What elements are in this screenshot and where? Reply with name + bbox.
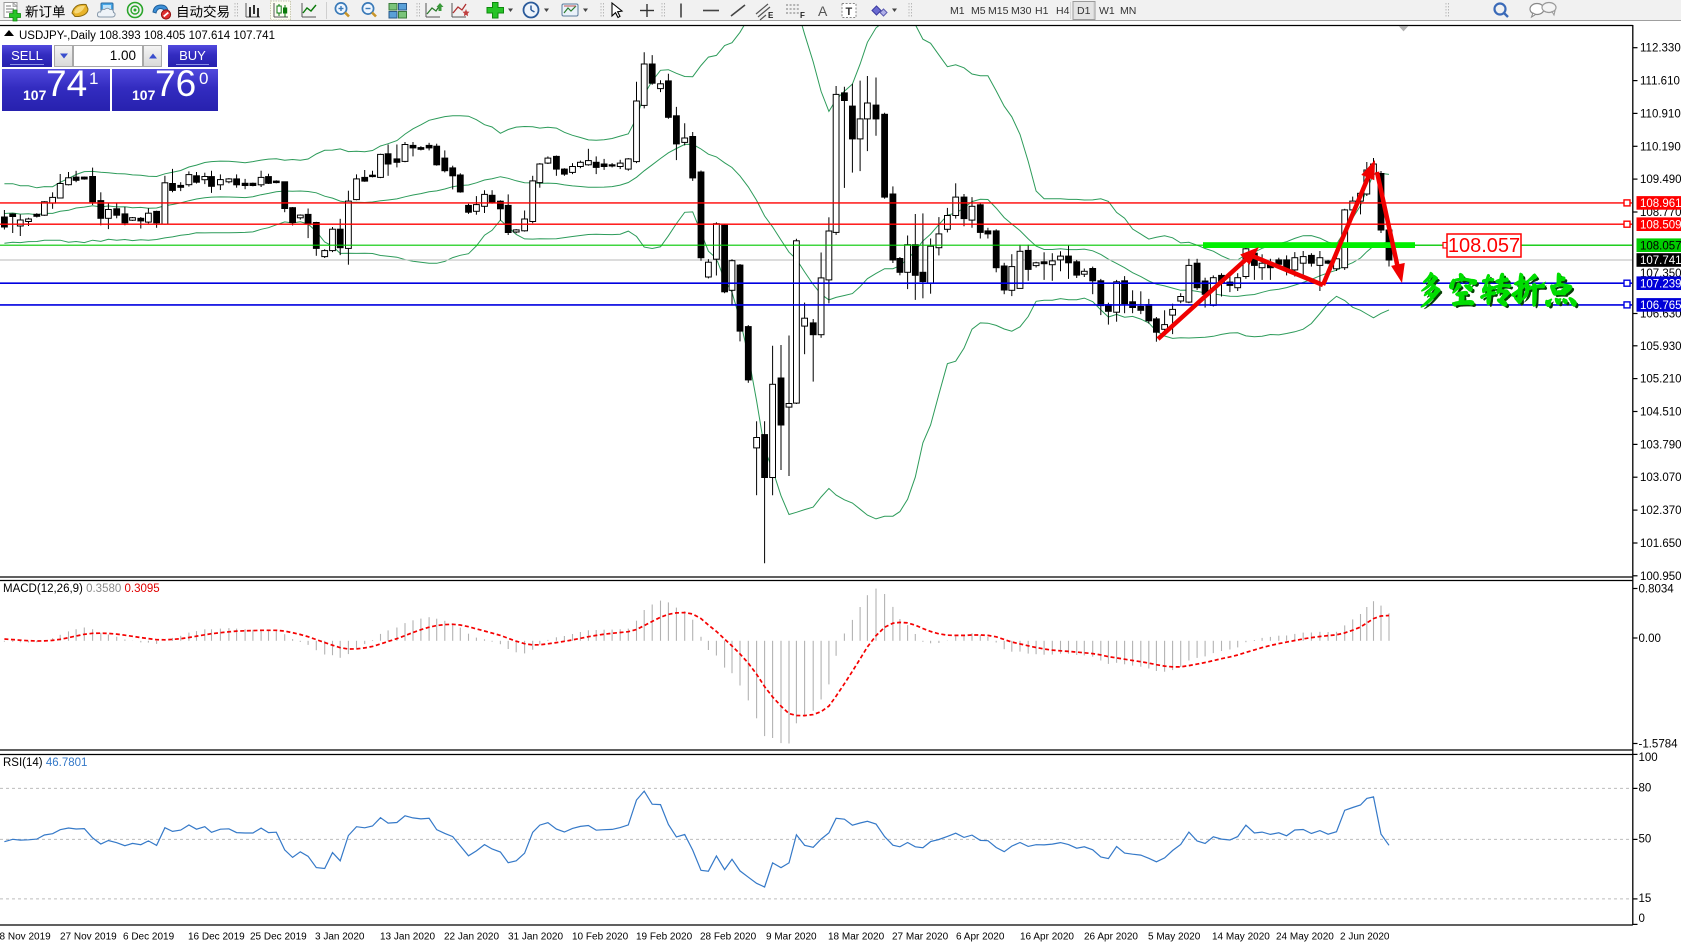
svg-text:101.650: 101.650 xyxy=(1640,538,1681,550)
svg-text:6 Apr 2020: 6 Apr 2020 xyxy=(956,932,1005,943)
svg-text:112.330: 112.330 xyxy=(1640,43,1681,55)
svg-text:14 May 2020: 14 May 2020 xyxy=(1212,932,1270,943)
svg-text:111.610: 111.610 xyxy=(1640,76,1680,88)
svg-text:50: 50 xyxy=(1639,833,1652,845)
svg-text:M1: M1 xyxy=(950,5,965,17)
svg-text:100.950: 100.950 xyxy=(1640,571,1681,583)
svg-text:5 May 2020: 5 May 2020 xyxy=(1148,932,1201,943)
svg-text:26 Apr 2020: 26 Apr 2020 xyxy=(1084,932,1138,943)
svg-text:MN: MN xyxy=(1120,5,1136,17)
svg-text:104.510: 104.510 xyxy=(1640,407,1681,419)
svg-text:6 Dec 2019: 6 Dec 2019 xyxy=(123,932,175,943)
svg-text:10 Feb 2020: 10 Feb 2020 xyxy=(572,932,629,943)
svg-text:USDJPY-,Daily 108.393 108.405: USDJPY-,Daily 108.393 108.405 107.614 10… xyxy=(19,30,275,42)
svg-text:105.930: 105.930 xyxy=(1640,341,1681,353)
svg-text:108.509: 108.509 xyxy=(1640,219,1681,231)
svg-text:19 Feb 2020: 19 Feb 2020 xyxy=(636,932,693,943)
svg-text:A: A xyxy=(818,3,828,19)
svg-text:H4: H4 xyxy=(1056,5,1070,17)
svg-text:13 Jan 2020: 13 Jan 2020 xyxy=(380,932,435,943)
svg-text:110.910: 110.910 xyxy=(1640,108,1681,120)
svg-text:MACD(12,26,9) 0.3580 0.3095: MACD(12,26,9) 0.3580 0.3095 xyxy=(3,583,160,595)
svg-text:M5: M5 xyxy=(971,5,986,17)
svg-text:D1: D1 xyxy=(1077,5,1091,17)
svg-text:108.057: 108.057 xyxy=(1448,235,1520,257)
svg-text:24 May 2020: 24 May 2020 xyxy=(1276,932,1334,943)
svg-text:RSI(14) 46.7801: RSI(14) 46.7801 xyxy=(3,757,87,769)
svg-text:-1.5784: -1.5784 xyxy=(1639,739,1679,751)
svg-text:28 Feb 2020: 28 Feb 2020 xyxy=(700,932,757,943)
svg-text:0.00: 0.00 xyxy=(1639,633,1661,645)
svg-text:F: F xyxy=(800,11,805,20)
svg-text:3 Jan 2020: 3 Jan 2020 xyxy=(315,932,365,943)
svg-text:102.370: 102.370 xyxy=(1640,505,1681,517)
svg-text:18 Mar 2020: 18 Mar 2020 xyxy=(828,932,885,943)
svg-text:103.070: 103.070 xyxy=(1640,472,1681,484)
svg-text:18 Nov 2019: 18 Nov 2019 xyxy=(0,932,51,943)
svg-text:M15: M15 xyxy=(988,5,1009,17)
svg-text:H1: H1 xyxy=(1035,5,1049,17)
svg-text:9 Mar 2020: 9 Mar 2020 xyxy=(766,932,817,943)
svg-text:E: E xyxy=(768,11,774,20)
svg-text:27 Mar 2020: 27 Mar 2020 xyxy=(892,932,949,943)
svg-text:108.770: 108.770 xyxy=(1640,207,1681,219)
svg-text:106.765: 106.765 xyxy=(1640,300,1681,312)
svg-text:109.490: 109.490 xyxy=(1640,174,1681,186)
svg-text:0.8034: 0.8034 xyxy=(1639,584,1675,596)
svg-text:105.210: 105.210 xyxy=(1640,374,1681,386)
svg-text:107.239: 107.239 xyxy=(1640,278,1681,290)
svg-text:M30: M30 xyxy=(1011,5,1032,17)
svg-text:108.961: 108.961 xyxy=(1640,198,1681,210)
svg-text:T: T xyxy=(846,6,853,18)
svg-text:100: 100 xyxy=(1639,752,1658,764)
svg-text:31 Jan 2020: 31 Jan 2020 xyxy=(508,932,563,943)
svg-text:80: 80 xyxy=(1639,782,1652,794)
svg-text:W1: W1 xyxy=(1099,5,1115,17)
svg-text:27 Nov 2019: 27 Nov 2019 xyxy=(60,932,117,943)
svg-text:16 Apr 2020: 16 Apr 2020 xyxy=(1020,932,1074,943)
svg-text:22 Jan 2020: 22 Jan 2020 xyxy=(444,932,499,943)
svg-text:0: 0 xyxy=(1639,913,1645,925)
svg-text:25 Dec 2019: 25 Dec 2019 xyxy=(250,932,307,943)
svg-text:2 Jun 2020: 2 Jun 2020 xyxy=(1340,932,1390,943)
svg-text:107.741: 107.741 xyxy=(1640,255,1681,267)
svg-text:108.057: 108.057 xyxy=(1640,240,1681,252)
svg-text:16 Dec 2019: 16 Dec 2019 xyxy=(188,932,245,943)
svg-text:103.790: 103.790 xyxy=(1640,439,1681,451)
svg-text:15: 15 xyxy=(1639,893,1652,905)
svg-text:110.190: 110.190 xyxy=(1640,141,1681,153)
